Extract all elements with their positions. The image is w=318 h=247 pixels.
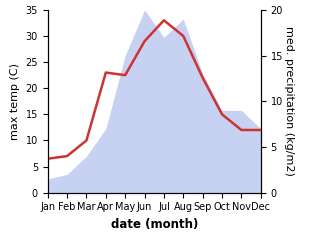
- Y-axis label: max temp (C): max temp (C): [10, 63, 20, 140]
- Y-axis label: med. precipitation (kg/m2): med. precipitation (kg/m2): [284, 26, 294, 176]
- X-axis label: date (month): date (month): [111, 218, 198, 231]
